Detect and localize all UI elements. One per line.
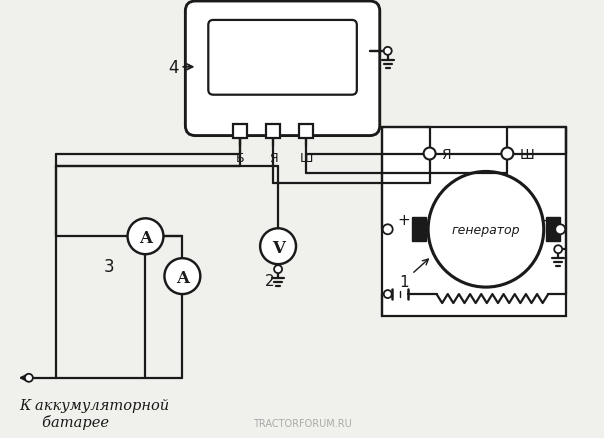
Circle shape [384, 48, 392, 56]
Text: Я: Я [442, 147, 451, 161]
Circle shape [554, 246, 562, 254]
Text: 4: 4 [168, 59, 179, 77]
Text: +: + [397, 212, 410, 227]
Bar [382, 127, 566, 316]
Bar [412, 218, 426, 242]
Text: Ш: Ш [519, 147, 534, 161]
Text: К аккумуляторной
     батарее: К аккумуляторной батарее [19, 398, 169, 429]
Circle shape [164, 258, 201, 294]
Circle shape [501, 148, 513, 160]
Circle shape [423, 148, 435, 160]
Circle shape [25, 374, 33, 382]
Circle shape [384, 290, 392, 298]
Text: генератор: генератор [452, 223, 520, 236]
Circle shape [127, 219, 164, 254]
Text: 3: 3 [103, 258, 114, 276]
Text: 1: 1 [399, 274, 408, 289]
Circle shape [428, 172, 544, 287]
Circle shape [555, 225, 565, 235]
Text: 2: 2 [265, 273, 275, 288]
FancyBboxPatch shape [185, 2, 380, 136]
Circle shape [383, 225, 393, 235]
Bar [299, 124, 313, 138]
Circle shape [260, 229, 296, 265]
Text: A: A [139, 229, 152, 246]
Text: Я: Я [269, 151, 277, 164]
Text: V: V [272, 239, 284, 256]
Text: A: A [176, 269, 189, 286]
FancyBboxPatch shape [208, 21, 357, 95]
Text: TRACTORFORUM.RU: TRACTORFORUM.RU [252, 418, 352, 427]
Bar [546, 218, 560, 242]
Bar [266, 124, 280, 138]
Text: Б: Б [236, 151, 245, 164]
Circle shape [274, 265, 282, 273]
Bar [233, 124, 247, 138]
Text: Ш: Ш [300, 151, 313, 164]
Text: –: – [541, 212, 548, 227]
